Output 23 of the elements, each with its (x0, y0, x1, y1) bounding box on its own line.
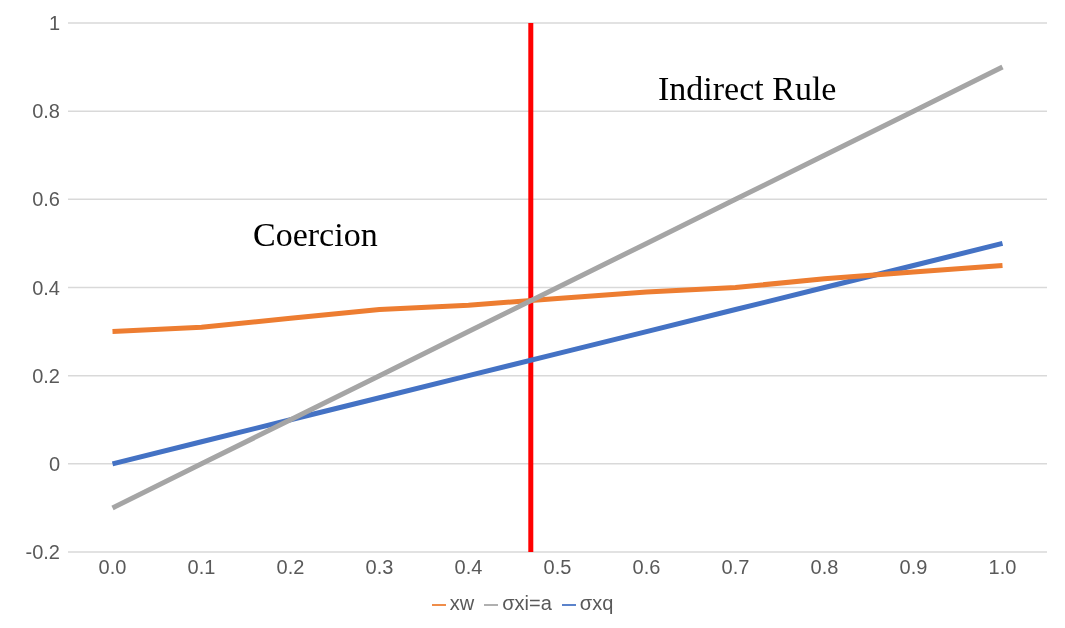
y-tick-label: 0 (48, 452, 60, 475)
x-tick-label: 1.0 (988, 556, 1017, 579)
x-tick-label: 0.9 (899, 556, 928, 579)
y-tick-label: 0.6 (32, 188, 60, 211)
x-tick-label: 0.7 (721, 556, 750, 579)
annotation: Indirect Rule (658, 70, 837, 108)
y-tick-label: 1 (48, 12, 60, 35)
y-tick-label: -0.2 (25, 541, 60, 564)
legend-label: xw (449, 592, 475, 614)
x-tick-label: 0.6 (632, 556, 661, 579)
x-tick-label: 0.8 (810, 556, 839, 579)
x-tick-label: 0.1 (187, 556, 216, 579)
x-tick-label: 0.4 (454, 556, 483, 579)
x-tick-label: 0.5 (543, 556, 572, 579)
x-tick-label: 0.2 (276, 556, 305, 579)
annotation: Coercion (253, 216, 378, 254)
legend-label: σxq (579, 592, 614, 614)
y-tick-label: 0.8 (32, 100, 60, 123)
x-tick-label: 0.3 (365, 556, 394, 579)
y-tick-label: 0.2 (32, 364, 60, 387)
y-tick-label: 0.4 (32, 276, 60, 299)
legend-label: σxi=a (502, 592, 552, 614)
x-tick-label: 0.0 (98, 556, 127, 579)
